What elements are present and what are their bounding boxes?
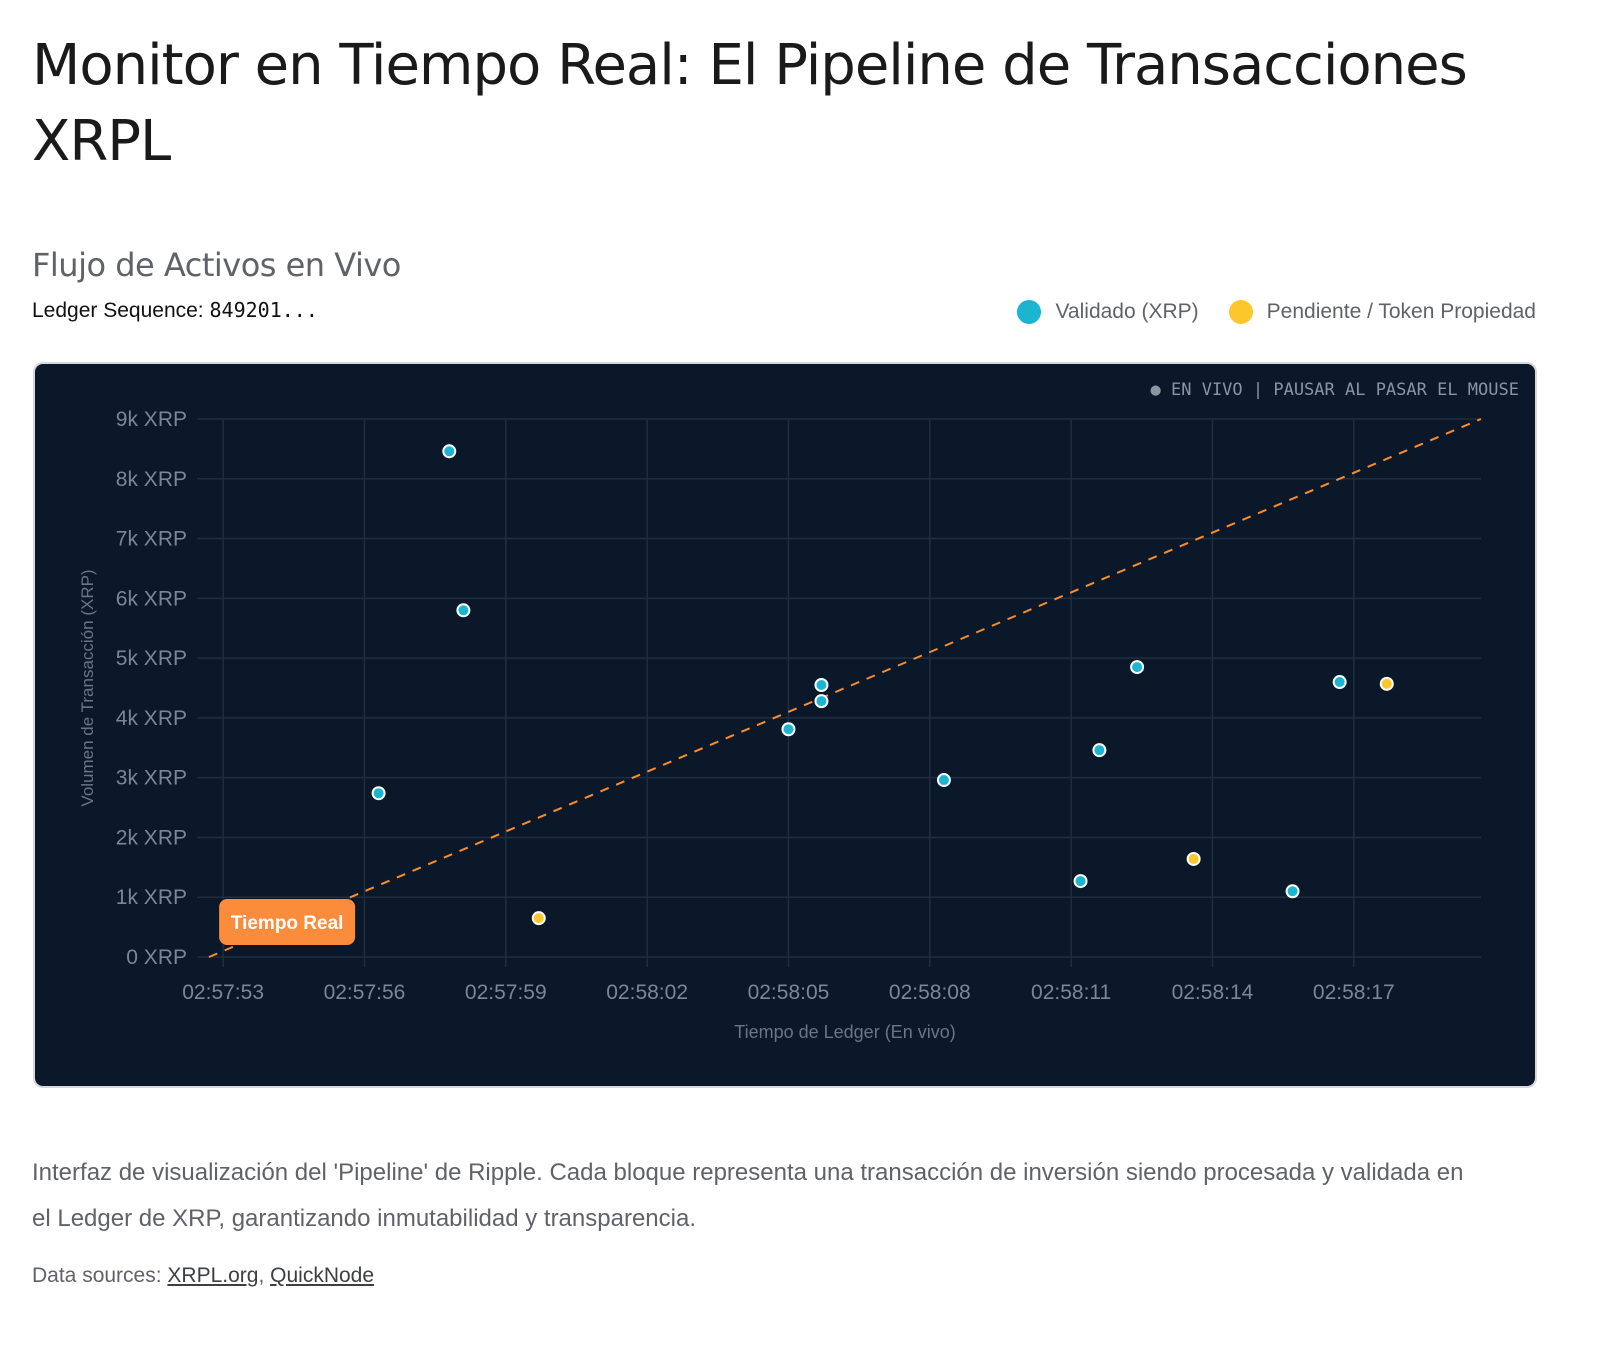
legend-item-pendiente[interactable]: Pendiente / Token Propiedad bbox=[1228, 300, 1536, 324]
scatter-chart: 0 XRP 1k XRP 2k XRP 3k XRP 4k XRP 5k XRP 6k XR… bbox=[78, 408, 1482, 1042]
y-tick-label: 6k XRP bbox=[116, 587, 187, 610]
data-point bbox=[936, 773, 951, 788]
legend: Validado (XRP) Pendiente / Token Propied… bbox=[1017, 300, 1536, 324]
x-tick-label: 02:58:17 bbox=[1313, 981, 1395, 1004]
x-tick-label: 02:57:53 bbox=[182, 981, 264, 1004]
y-tick-label: 9k XRP bbox=[116, 408, 187, 431]
x-tick-label: 02:57:59 bbox=[465, 981, 547, 1004]
ledger-value: 849201... bbox=[209, 298, 318, 322]
y-tick-label: 2k XRP bbox=[116, 826, 187, 849]
y-tick-label: 5k XRP bbox=[116, 647, 187, 670]
chart-subtitle: Flujo de Activos en Vivo bbox=[32, 246, 401, 284]
chart-caption: Interfaz de visualización del 'Pipeline'… bbox=[32, 1159, 1464, 1232]
data-point bbox=[1332, 675, 1347, 690]
y-tick-label: 3k XRP bbox=[116, 767, 187, 790]
data-point bbox=[1073, 874, 1088, 889]
x-tick-label: 02:58:11 bbox=[1031, 981, 1111, 1004]
x-axis-label: Tiempo de Ledger (En vivo) bbox=[734, 1022, 955, 1042]
chart-card[interactable]: ● EN VIVO | PAUSAR AL PASAR EL MOUSE 0 X… bbox=[33, 362, 1537, 1088]
y-tick-label: 0 XRP bbox=[126, 946, 187, 969]
legend-label: Validado (XRP) bbox=[1055, 300, 1199, 323]
y-axis-label: Volumen de Transacción (XRP) bbox=[78, 569, 97, 806]
data-point bbox=[814, 678, 829, 693]
data-sources: Data sources: XRPL.org, QuickNode bbox=[32, 1264, 374, 1288]
legend-label: Pendiente / Token Propiedad bbox=[1266, 300, 1536, 323]
x-tick-label: 02:58:02 bbox=[606, 981, 688, 1004]
y-tick-label: 1k XRP bbox=[116, 886, 187, 909]
data-point bbox=[1092, 743, 1107, 758]
data-point bbox=[442, 444, 457, 459]
data-point bbox=[1285, 884, 1300, 899]
data-point bbox=[1379, 676, 1394, 691]
data-point bbox=[1186, 851, 1201, 866]
legend-dot-icon bbox=[1017, 300, 1042, 324]
x-tick-label: 02:58:14 bbox=[1172, 981, 1254, 1004]
live-status: ● EN VIVO | PAUSAR AL PASAR EL MOUSE bbox=[1150, 380, 1519, 400]
trend-line bbox=[208, 418, 1482, 958]
data-point bbox=[781, 722, 796, 737]
sources-separator: , bbox=[258, 1264, 265, 1287]
x-tick-label: 02:58:05 bbox=[748, 981, 830, 1004]
data-point bbox=[371, 786, 386, 801]
sources-label: Data sources: bbox=[32, 1264, 162, 1287]
x-tick-label: 02:58:08 bbox=[889, 981, 971, 1004]
legend-dot-icon bbox=[1228, 300, 1253, 324]
y-tick-label: 8k XRP bbox=[116, 468, 187, 491]
annotation-label: Tiempo Real bbox=[231, 913, 344, 934]
legend-item-validado[interactable]: Validado (XRP) bbox=[1017, 300, 1199, 324]
ledger-sequence: Ledger Sequence: 849201... bbox=[32, 298, 318, 323]
ledger-label: Ledger Sequence: bbox=[32, 299, 204, 322]
source-link-xrpl[interactable]: XRPL.org bbox=[167, 1264, 259, 1287]
annotation-box bbox=[219, 899, 356, 945]
y-tick-label: 7k XRP bbox=[116, 528, 187, 551]
y-tick-label: 4k XRP bbox=[116, 707, 187, 730]
data-point bbox=[1130, 660, 1145, 675]
source-link-quicknode[interactable]: QuickNode bbox=[270, 1264, 375, 1287]
data-point bbox=[456, 603, 471, 618]
data-point bbox=[531, 911, 546, 926]
x-tick-label: 02:57:56 bbox=[324, 981, 406, 1004]
data-point bbox=[814, 694, 829, 709]
page-title: Monitor en Tiempo Real: El Pipeline de T… bbox=[32, 33, 1468, 174]
